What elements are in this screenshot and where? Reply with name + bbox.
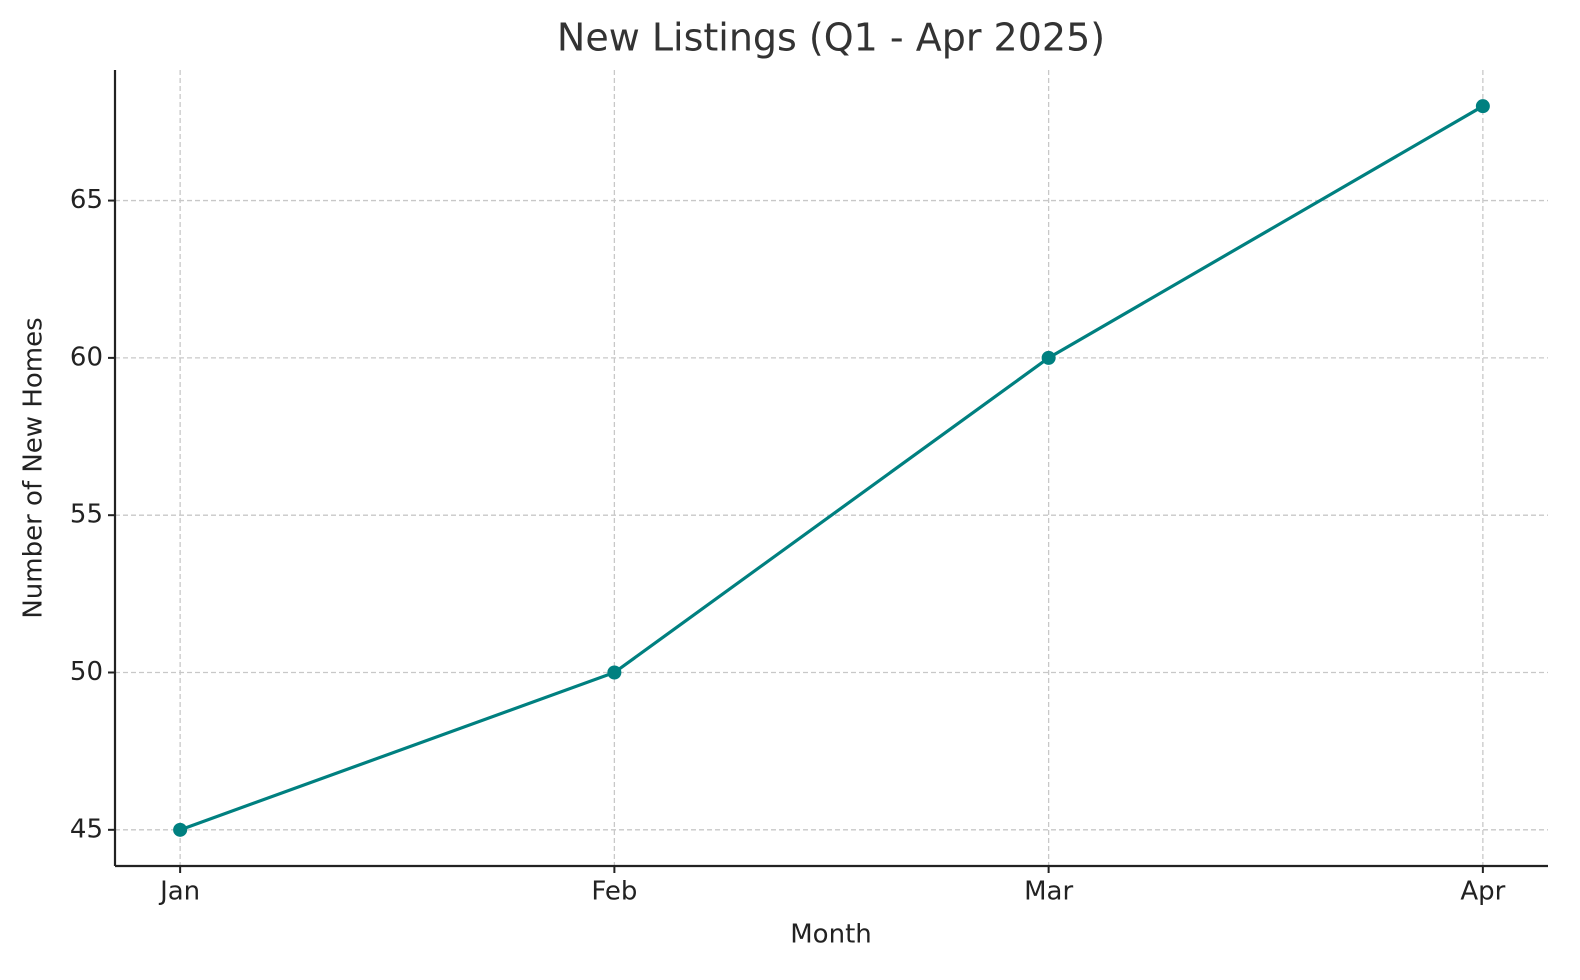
data-point (1475, 99, 1490, 114)
data-point (607, 665, 622, 680)
x-axis-label: Month (790, 920, 872, 950)
y-axis-label: Number of New Homes (19, 317, 49, 618)
x-tick-label: Apr (1460, 877, 1505, 907)
chart-title: New Listings (Q1 - Apr 2025) (557, 16, 1105, 60)
y-tick-label: 65 (70, 185, 103, 215)
y-tick-label: 45 (70, 814, 103, 844)
y-tick-label: 50 (70, 657, 103, 687)
data-line (179, 104, 1484, 832)
y-tick-label: 60 (70, 342, 103, 372)
y-tick-label: 55 (70, 500, 103, 530)
data-point (173, 822, 188, 837)
x-tick-label: Feb (591, 877, 637, 907)
x-tick-label: Mar (1024, 877, 1073, 907)
x-tick-label: Jan (158, 877, 200, 907)
data-point (1041, 350, 1056, 365)
